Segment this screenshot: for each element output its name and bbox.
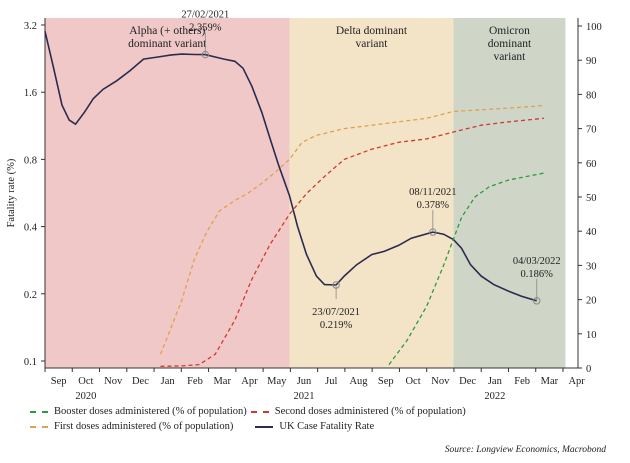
x-tick-label-5: Feb	[187, 376, 203, 387]
legend-swatch-first	[30, 425, 48, 428]
left-tick-label-2: 0.4	[24, 223, 38, 234]
annotation-value-1: 0.219%	[320, 320, 353, 331]
x-tick-label-7: Apr	[241, 376, 258, 387]
right-tick-label-6: 60	[586, 159, 597, 170]
source-note: Source: Longview Economics, Macrobond	[444, 445, 606, 455]
year-label-1: 2021	[294, 391, 315, 400]
left-tick-label-3: 0.8	[24, 155, 37, 166]
legend-label-cfr: UK Case Fatality Rate	[279, 421, 375, 432]
x-tick-label-10: Jul	[325, 376, 337, 387]
left-tick-label-1: 0.2	[24, 290, 37, 301]
series-line-first-doses	[159, 104, 544, 355]
annotation-marker-3	[533, 297, 541, 305]
x-tick-label-3: Dec	[132, 376, 149, 387]
region-0	[45, 18, 290, 368]
left-tick-label-0: 0.1	[24, 357, 37, 368]
x-tick-label-15: Dec	[459, 376, 476, 387]
series-line-cfr	[44, 31, 537, 302]
right-tick-label-2: 20	[586, 296, 597, 307]
x-tick-label-0: Sep	[51, 376, 67, 387]
x-tick-label-11: Aug	[349, 376, 368, 387]
x-tick-label-16: Jan	[488, 376, 503, 387]
right-tick-label-3: 30	[586, 261, 597, 272]
region-label-2-1: dominant	[488, 38, 532, 50]
legend: Booster doses administered (% of populat…	[30, 404, 590, 434]
x-tick-label-9: Jun	[297, 376, 312, 387]
left-tick-label-5: 3.2	[24, 21, 37, 32]
annotation-date-0: 27/02/2021	[181, 10, 229, 21]
legend-item-second: Second doses administered (% of populati…	[250, 404, 466, 419]
region-label-0-0: Alpha (+ others)	[129, 25, 205, 37]
region-label-1-0: Delta dominant	[336, 25, 408, 37]
right-tick-label-9: 90	[586, 56, 597, 67]
legend-item-cfr: UK Case Fatality Rate	[255, 419, 374, 434]
right-tick-label-7: 70	[586, 125, 597, 136]
x-tick-label-4: Jan	[161, 376, 176, 387]
x-tick-label-19: Apr	[568, 376, 585, 387]
annotation-marker-1	[332, 281, 340, 289]
x-tick-label-17: Feb	[514, 376, 530, 387]
annotation-date-1: 23/07/2021	[312, 307, 360, 318]
annotation-value-0: 2.359%	[189, 23, 222, 34]
legend-swatch-cfr	[255, 425, 274, 428]
x-tick-label-6: Mar	[213, 376, 231, 387]
right-tick-label-10: 100	[586, 22, 602, 33]
annotation-marker-2	[429, 228, 437, 236]
region-label-2-0: Omicron	[489, 25, 530, 37]
right-tick-label-5: 50	[586, 193, 597, 204]
legend-item-booster: Booster doses administered (% of populat…	[30, 404, 247, 419]
legend-item-first: First doses administered (% of populatio…	[30, 419, 233, 434]
right-tick-label-8: 80	[586, 90, 597, 101]
legend-swatch-booster	[30, 410, 48, 413]
y-axis-title: Fatality rate (%)	[6, 158, 17, 227]
left-tick-label-4: 1.6	[24, 88, 37, 99]
series-line-second-doses	[160, 117, 544, 367]
legend-swatch-second	[250, 410, 269, 413]
annotation-value-3: 0.186%	[521, 269, 554, 280]
x-tick-label-18: Mar	[541, 376, 559, 387]
right-tick-label-4: 40	[586, 227, 597, 238]
annotation-date-3: 04/03/2022	[513, 256, 561, 267]
series-line-booster-doses	[388, 172, 545, 365]
region-2	[453, 18, 566, 368]
annotation-value-2: 0.378%	[417, 200, 450, 211]
legend-label-first: First doses administered (% of populatio…	[54, 421, 234, 432]
year-label-2: 2022	[484, 391, 505, 400]
x-tick-label-1: Oct	[78, 376, 93, 387]
x-tick-label-2: Nov	[104, 376, 123, 387]
region-label-1-1: variant	[356, 38, 389, 50]
right-tick-label-0: 0	[586, 364, 591, 375]
x-tick-label-14: Nov	[431, 376, 450, 387]
annotation-marker-0	[201, 50, 210, 59]
annotation-date-2: 08/11/2021	[409, 187, 456, 198]
right-tick-label-1: 10	[586, 330, 597, 341]
x-tick-label-13: Oct	[405, 376, 420, 387]
year-label-0: 2020	[75, 391, 96, 400]
region-1	[289, 18, 454, 368]
legend-label-booster: Booster doses administered (% of populat…	[54, 406, 247, 417]
x-tick-label-12: Sep	[378, 376, 394, 387]
region-label-0-1: dominant variant	[128, 38, 207, 50]
legend-label-second: Second doses administered (% of populati…	[274, 406, 466, 417]
x-tick-label-8: May	[267, 376, 287, 387]
region-label-2-2: variant	[493, 51, 526, 63]
